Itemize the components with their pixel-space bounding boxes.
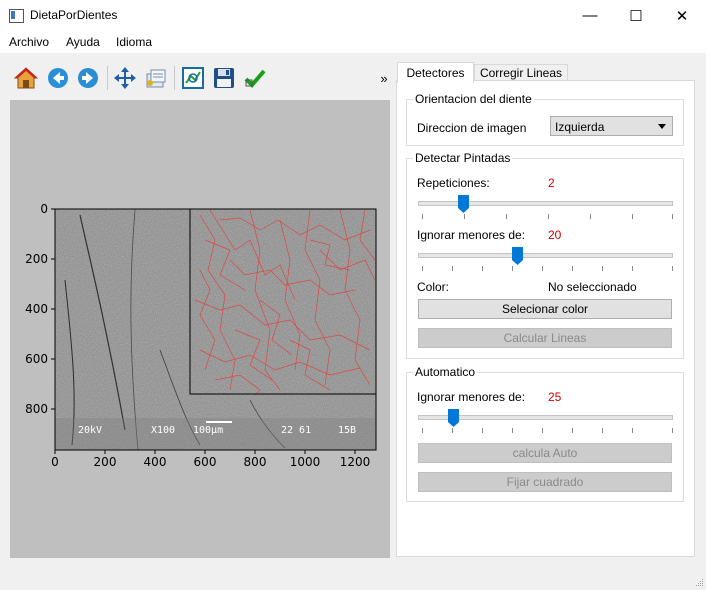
calculate-auto-button[interactable]: calcula Auto — [418, 443, 672, 463]
window-title: DietaPorDientes — [30, 8, 118, 22]
chevron-down-icon — [658, 124, 666, 129]
detect-group-title: Detectar Pintadas — [413, 151, 513, 165]
detectores-panel: Orientacion del diente Direccion de imag… — [396, 80, 695, 557]
plot-toolbar: » — [10, 60, 390, 96]
orientation-group: Orientacion del diente Direccion de imag… — [406, 92, 684, 146]
y-tick-label: 600 — [25, 352, 48, 366]
select-color-button[interactable]: Selecionar color — [418, 299, 672, 319]
direction-select[interactable]: Izquierda — [550, 116, 673, 136]
direction-select-value: Izquierda — [555, 120, 605, 134]
sem-caption-kv: 20kV — [78, 425, 102, 436]
x-tick-label: 1000 — [290, 455, 321, 469]
automatic-group: Automatico Ignorar menores de: 25 calcul… — [406, 365, 684, 502]
x-tick-label: 400 — [144, 455, 167, 469]
back-icon[interactable] — [45, 65, 71, 91]
y-tick-label: 0 — [40, 202, 48, 216]
repetitions-value: 2 — [548, 176, 555, 190]
y-tick-label: 800 — [25, 402, 48, 416]
configure-subplots-icon[interactable] — [143, 65, 169, 91]
ignore-value: 20 — [548, 228, 562, 242]
repetitions-ticks — [422, 214, 673, 219]
calculate-lines-button[interactable]: Calcular Lineas — [418, 328, 672, 348]
check-icon[interactable] — [242, 65, 268, 91]
sem-caption-code: 15B — [338, 425, 356, 436]
x-tick-label: 800 — [244, 455, 267, 469]
x-tick-label: 600 — [194, 455, 217, 469]
y-tick-label: 200 — [25, 252, 48, 266]
resize-grip-icon[interactable] — [694, 576, 704, 586]
close-button[interactable]: ✕ — [675, 7, 689, 25]
fix-square-button[interactable]: Fijar cuadrado — [418, 472, 672, 492]
forward-icon[interactable] — [75, 65, 101, 91]
auto-ignore-value: 25 — [548, 390, 562, 404]
auto-ignore-slider-handle[interactable] — [448, 409, 459, 427]
auto-ignore-ticks — [422, 428, 673, 433]
home-icon[interactable] — [13, 65, 39, 91]
repetitions-slider[interactable] — [418, 201, 673, 206]
sem-caption-mag: X100 — [151, 425, 175, 436]
ignore-label: Ignorar menores de: — [417, 228, 526, 242]
repetitions-label: Repeticiones: — [417, 176, 490, 190]
sem-image — [55, 209, 376, 450]
menu-archivo[interactable]: Archivo — [9, 35, 50, 49]
automatic-group-title: Automatico — [413, 365, 478, 379]
sem-caption-id: 22 61 — [281, 425, 311, 436]
menu-idioma[interactable]: Idioma — [116, 35, 153, 49]
repetitions-slider-handle[interactable] — [458, 195, 469, 213]
color-value: No seleccionado — [548, 280, 637, 294]
plot-canvas[interactable]: 20kV X100 100µm 22 61 15B 0 200 400 600 … — [10, 100, 390, 558]
sem-caption-scale: 100µm — [193, 425, 223, 436]
x-tick-label: 0 — [51, 455, 59, 469]
x-tick-label: 1200 — [340, 455, 371, 469]
detect-group: Detectar Pintadas Repeticiones: 2 Ignora… — [406, 151, 684, 359]
direction-label: Direccion de imagen — [417, 121, 527, 135]
ignore-slider-handle[interactable] — [512, 247, 523, 265]
title-bar: DietaPorDientes — ☐ ✕ — [0, 0, 706, 31]
ignore-slider[interactable] — [418, 253, 673, 258]
auto-ignore-label: Ignorar menores de: — [417, 390, 526, 404]
orientation-group-title: Orientacion del diente — [413, 92, 534, 106]
edit-axis-icon[interactable] — [180, 65, 206, 91]
maximize-button[interactable]: ☐ — [629, 7, 643, 25]
color-label: Color: — [417, 280, 450, 294]
minimize-button[interactable]: — — [582, 7, 598, 24]
menu-bar: Archivo Ayuda Idioma — [0, 31, 706, 53]
y-tick-label: 400 — [25, 302, 48, 316]
auto-ignore-slider[interactable] — [418, 415, 673, 420]
menu-ayuda[interactable]: Ayuda — [66, 35, 100, 49]
pan-icon[interactable] — [112, 65, 138, 91]
x-tick-label: 200 — [94, 455, 117, 469]
tab-detectores[interactable]: Detectores — [397, 62, 474, 83]
ignore-ticks — [422, 266, 673, 271]
toolbar-overflow-icon[interactable]: » — [380, 70, 388, 86]
app-icon — [9, 9, 24, 23]
save-icon[interactable] — [211, 65, 237, 91]
